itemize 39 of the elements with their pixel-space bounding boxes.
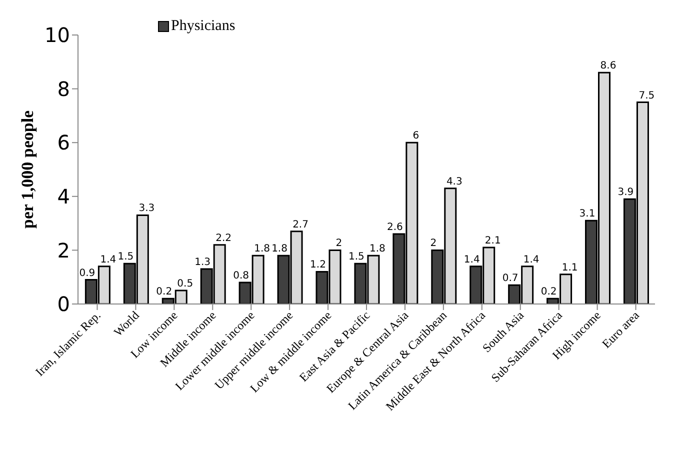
data-label: 1.8 (272, 244, 288, 255)
data-label: 1.8 (370, 244, 386, 255)
data-label: 1.4 (464, 254, 480, 266)
data-label: 2.1 (484, 236, 501, 247)
data-label: 1.4 (100, 254, 116, 266)
y-tick-label: 10 (44, 23, 70, 48)
y-axis-title: per 1,000 people (18, 110, 38, 229)
data-label: 1.2 (310, 260, 326, 271)
data-label: 3.3 (138, 203, 155, 214)
y-tick-label: 6 (57, 130, 70, 155)
data-label: 1.5 (118, 252, 134, 263)
data-label: 4.3 (446, 176, 462, 188)
data-label: 0.5 (177, 278, 194, 290)
data-label: 0.9 (79, 268, 96, 279)
y-tick-label: 4 (57, 184, 70, 208)
data-label: 0.7 (502, 273, 518, 284)
y-tick-label: 0 (57, 292, 70, 316)
data-label: 1.1 (562, 262, 578, 274)
data-label: 2.2 (216, 232, 232, 244)
data-label: 2 (336, 238, 342, 250)
data-label: 3.1 (579, 208, 596, 220)
x-tick-label: Euro area (599, 308, 642, 351)
data-label: 2.6 (386, 222, 403, 234)
data-label: 0.8 (233, 270, 250, 282)
legend-label: Physicians (170, 18, 236, 35)
data-label: 1.8 (254, 244, 270, 255)
data-label: 7.5 (638, 90, 655, 102)
y-tick-label: 8 (57, 76, 70, 101)
data-label: 2.7 (292, 219, 308, 230)
data-label: 0.2 (156, 286, 172, 298)
y-tick-label: 2 (57, 238, 70, 262)
data-label: 3.9 (618, 187, 634, 198)
data-label: 2 (430, 238, 437, 250)
data-label: 1.4 (523, 254, 540, 266)
data-label: 1.3 (194, 257, 211, 268)
data-label: 6 (412, 130, 420, 142)
data-label: 8.6 (600, 60, 616, 72)
data-label: 1.5 (348, 252, 364, 263)
data-label: 0.2 (540, 286, 557, 298)
